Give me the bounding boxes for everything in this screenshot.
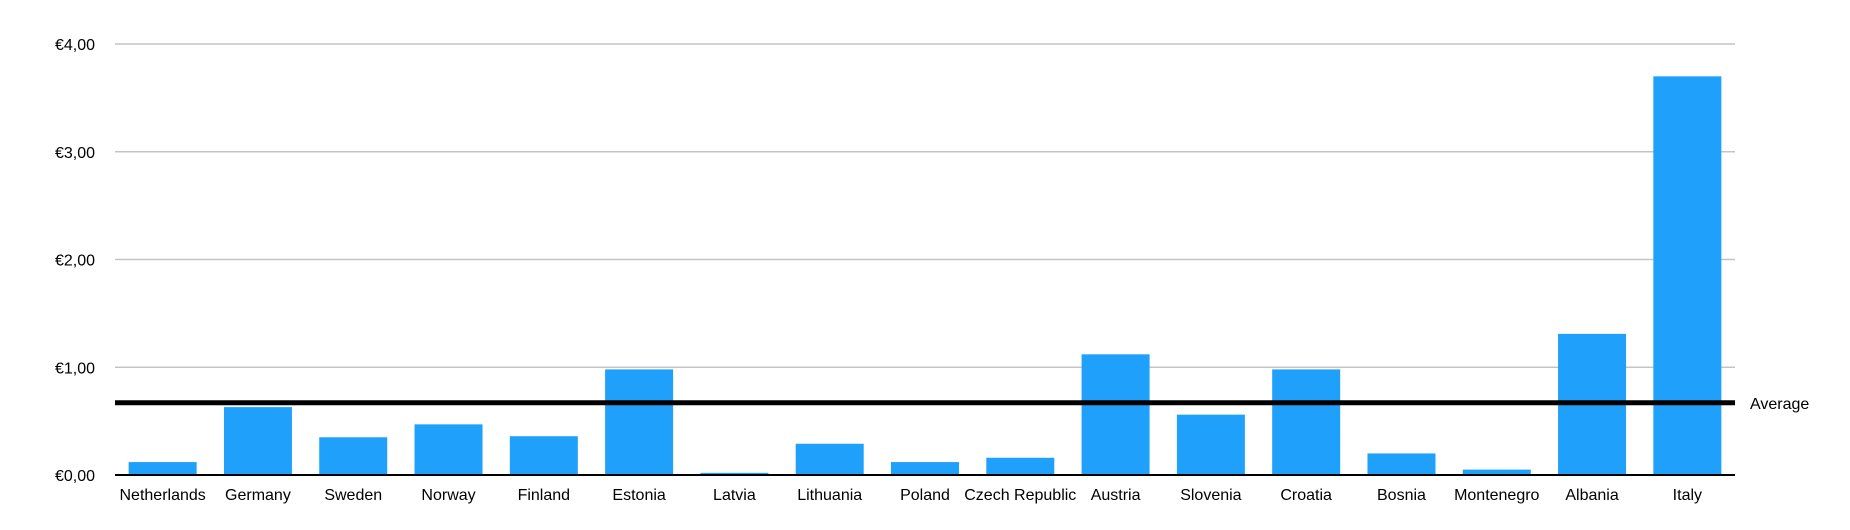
bar [223, 407, 292, 475]
bar [795, 443, 864, 475]
y-tick-label: €2,00 [55, 253, 95, 270]
average-reference: Average [115, 396, 1809, 413]
bar [1081, 354, 1150, 475]
bar [1367, 453, 1436, 475]
x-tick-label: Albania [1565, 487, 1618, 504]
x-tick-label: Italy [1673, 487, 1702, 504]
x-tick-label: Montenegro [1454, 487, 1539, 504]
y-tick-label: €1,00 [55, 360, 95, 377]
bar [414, 424, 483, 475]
bar [509, 436, 578, 475]
y-tick-label: €3,00 [55, 145, 95, 162]
x-tick-label: Austria [1091, 487, 1141, 504]
bars [128, 76, 1722, 475]
x-tick-label: Croatia [1280, 487, 1332, 504]
x-tick-label: Latvia [713, 487, 756, 504]
bar [605, 369, 674, 475]
x-tick-label: Bosnia [1377, 487, 1426, 504]
x-tick-label: Estonia [612, 487, 665, 504]
gridlines [115, 43, 1735, 368]
bar [1176, 414, 1245, 475]
bar [1272, 369, 1341, 475]
bar [128, 462, 197, 475]
bar [891, 462, 959, 475]
x-tick-label: Sweden [324, 487, 382, 504]
y-tick-label: €4,00 [55, 37, 95, 54]
bar [1653, 76, 1722, 475]
bar [986, 457, 1055, 475]
x-tick-label: Germany [225, 487, 291, 504]
x-tick-label: Lithuania [797, 487, 862, 504]
x-tick-label: Finland [518, 487, 570, 504]
x-tick-label: Slovenia [1180, 487, 1241, 504]
x-tick-label: Norway [421, 487, 475, 504]
x-tick-label: Netherlands [120, 487, 206, 504]
y-tick-label: €0,00 [55, 468, 95, 485]
x-axis-labels: Netherlands Germany Sweden Norway Finland Est… [120, 487, 1703, 504]
x-tick-label: Poland [900, 487, 950, 504]
bar [1462, 469, 1531, 475]
x-tick-label: Czech Republic [964, 487, 1076, 504]
bar [700, 472, 769, 475]
average-label: Average [1750, 396, 1809, 413]
bar [319, 437, 388, 475]
y-axis-labels: €0,00 €1,00 €2,00 €3,00 €4,00 [55, 37, 95, 485]
